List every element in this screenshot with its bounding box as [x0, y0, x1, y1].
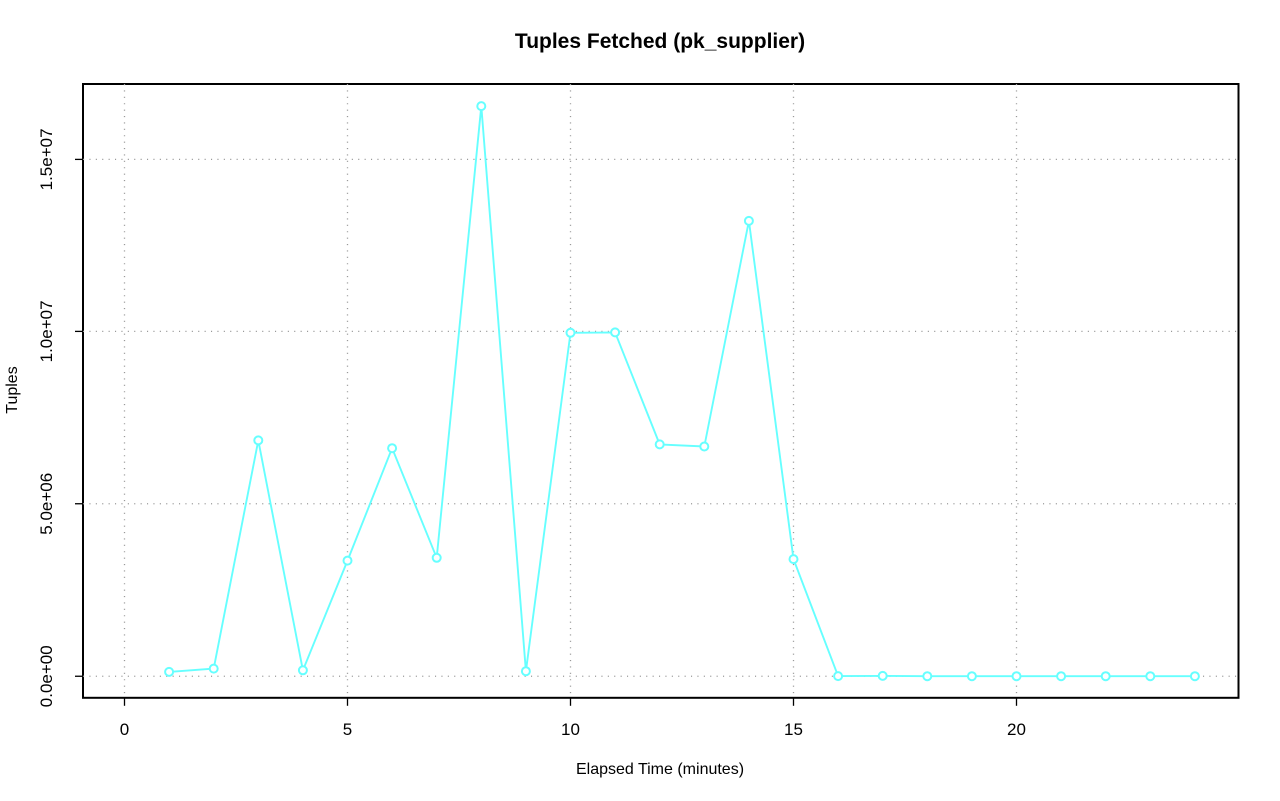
- svg-text:5.0e+06: 5.0e+06: [37, 473, 56, 535]
- svg-text:0: 0: [120, 720, 129, 739]
- svg-text:5: 5: [343, 720, 352, 739]
- svg-text:0.0e+00: 0.0e+00: [37, 645, 56, 707]
- svg-text:1.5e+07: 1.5e+07: [37, 128, 56, 190]
- svg-text:20: 20: [1007, 720, 1026, 739]
- svg-text:Tuples: Tuples: [4, 366, 21, 413]
- svg-text:Tuples Fetched (pk_supplier): Tuples Fetched (pk_supplier): [515, 30, 805, 53]
- svg-text:15: 15: [784, 720, 803, 739]
- svg-text:1.0e+07: 1.0e+07: [37, 300, 56, 362]
- svg-text:Elapsed Time (minutes): Elapsed Time (minutes): [576, 761, 744, 778]
- svg-text:10: 10: [561, 720, 580, 739]
